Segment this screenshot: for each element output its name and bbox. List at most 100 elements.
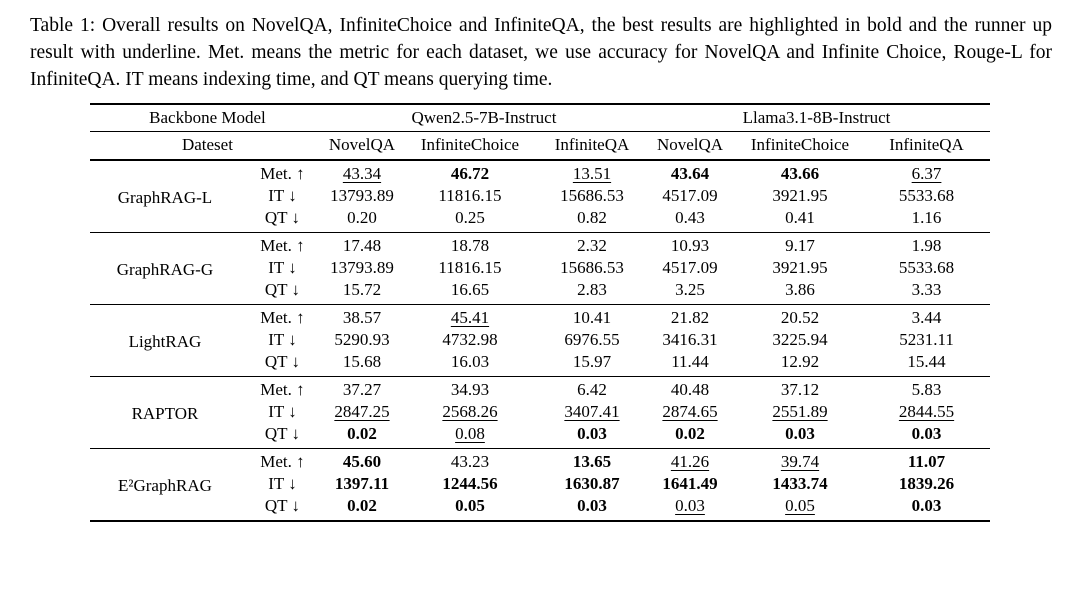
value-cell: 5231.11 (863, 329, 990, 351)
value-cell: 38.57 (324, 304, 399, 329)
value-text: 3.33 (911, 280, 942, 299)
value-text: 5.83 (911, 380, 942, 399)
metric-label: IT ↓ (268, 474, 297, 493)
value-text: 3.44 (911, 308, 942, 327)
value-text: 3921.95 (772, 258, 828, 277)
value-text: 3.25 (675, 280, 705, 299)
value-text: 0.08 (455, 424, 485, 443)
value-cell: 39.74 (737, 448, 863, 473)
value-text: 1630.87 (564, 474, 620, 493)
metric-label: Met. ↑ (239, 304, 325, 329)
value-text: 3.86 (785, 280, 815, 299)
value-text: 15686.53 (560, 258, 624, 277)
value-text: 13.65 (572, 452, 612, 471)
value-cell: 5533.68 (863, 257, 990, 279)
value-text: 0.05 (785, 496, 815, 515)
value-text: 16.65 (450, 280, 490, 299)
method-name: GraphRAG-L (89, 159, 240, 233)
value-cell: 15686.53 (541, 185, 643, 207)
value-text: 4732.98 (442, 330, 498, 349)
value-cell: 34.93 (398, 376, 541, 401)
value-text: 43.23 (450, 452, 490, 471)
value-cell: 0.41 (737, 207, 863, 233)
value-cell: 0.03 (541, 495, 643, 521)
results-table: Backbone Model Qwen2.5-7B-Instruct Llama… (89, 103, 991, 522)
value-cell: 1433.74 (737, 473, 863, 495)
value-cell: 5.83 (863, 376, 991, 401)
value-cell: 43.23 (398, 448, 541, 473)
value-text: 0.82 (577, 208, 607, 227)
value-cell: 1.16 (863, 207, 990, 233)
value-cell: 15.72 (325, 279, 399, 305)
value-cell: 4517.09 (643, 257, 737, 279)
value-text: 2551.89 (772, 402, 828, 421)
value-text: 2874.65 (662, 402, 718, 421)
value-cell: 37.27 (324, 376, 399, 401)
value-cell: 5290.93 (325, 329, 399, 351)
value-text: 17.48 (342, 236, 382, 255)
column-header-infiniteqa-llama: InfiniteQA (863, 131, 991, 161)
value-text: 0.43 (675, 208, 705, 227)
table-row: IT ↓ 2847.25 2568.26 3407.41 2874.65 2551.89 2… (90, 401, 990, 423)
value-cell: 3.25 (643, 279, 737, 305)
value-text: 1.16 (911, 208, 942, 227)
value-cell: 0.02 (325, 423, 399, 449)
value-cell: 21.82 (643, 304, 737, 329)
value-text: 5231.11 (899, 330, 954, 349)
value-text: 0.02 (347, 424, 377, 443)
value-text: 0.03 (675, 496, 705, 515)
value-text: 20.52 (780, 308, 820, 327)
value-cell: 3921.95 (737, 185, 863, 207)
value-text: 1641.49 (662, 474, 718, 493)
metric-label: IT ↓ (268, 330, 297, 349)
value-cell: 18.78 (398, 232, 541, 257)
value-text: 1397.11 (334, 474, 390, 493)
metric-label: Met. ↑ (239, 448, 325, 473)
value-text: 10.41 (572, 308, 612, 327)
dataset-header-row: Dateset NovelQA InfiniteChoice InfiniteQ… (89, 131, 991, 161)
value-text: 1839.26 (898, 474, 955, 493)
metric-label: IT ↓ (268, 186, 297, 205)
value-cell: 15.44 (863, 351, 990, 377)
value-cell: 15686.53 (541, 257, 643, 279)
value-text: 3407.41 (564, 402, 620, 421)
value-text: 6.42 (577, 380, 607, 399)
value-cell: 4517.09 (643, 185, 737, 207)
value-text: 2847.25 (334, 402, 390, 421)
value-text: 1244.56 (442, 474, 498, 493)
column-header-infinitechoice-qwen: InfiniteChoice (398, 131, 541, 161)
metric-label: Met. ↑ (239, 159, 325, 185)
metric-label: QT ↓ (264, 280, 301, 299)
value-cell: 1641.49 (643, 473, 737, 495)
value-cell: 17.48 (324, 232, 399, 257)
value-text: 13793.89 (330, 258, 394, 277)
value-cell: 15.68 (325, 351, 399, 377)
metric-label: QT ↓ (264, 352, 301, 371)
value-cell: 1630.87 (541, 473, 643, 495)
value-text: 12.92 (780, 352, 820, 371)
value-text: 11816.15 (438, 258, 502, 277)
value-cell: 3921.95 (737, 257, 863, 279)
value-text: 16.03 (450, 352, 490, 371)
table-row: GraphRAG-L Met. ↑ 43.34 46.72 13.51 43.64 43.6… (89, 159, 991, 233)
value-cell: 45.60 (324, 448, 399, 473)
value-cell: 9.17 (737, 232, 863, 257)
value-cell: 13793.89 (325, 185, 399, 207)
value-text: 5290.93 (334, 330, 390, 349)
method-name: GraphRAG-G (89, 232, 240, 305)
value-cell: 0.03 (863, 495, 990, 521)
value-cell: 11.07 (863, 448, 991, 473)
value-text: 3921.95 (772, 186, 828, 205)
value-text: 3416.31 (662, 330, 718, 349)
value-text: 3225.94 (772, 330, 828, 349)
value-text: 0.41 (785, 208, 815, 227)
value-cell: 2847.25 (325, 401, 399, 423)
value-cell: 11816.15 (399, 185, 541, 207)
method-name: RAPTOR (89, 376, 240, 449)
table-row: QT ↓ 0.02 0.08 0.03 0.02 0.03 0.03 (90, 423, 990, 449)
value-cell: 0.05 (399, 495, 541, 521)
value-text: 0.20 (347, 208, 377, 227)
table-row: QT ↓ 15.72 16.65 2.83 3.25 3.86 3.33 (90, 279, 990, 305)
value-cell: 0.03 (643, 495, 737, 521)
table-row: QT ↓ 0.02 0.05 0.03 0.03 0.05 0.03 (90, 495, 990, 521)
